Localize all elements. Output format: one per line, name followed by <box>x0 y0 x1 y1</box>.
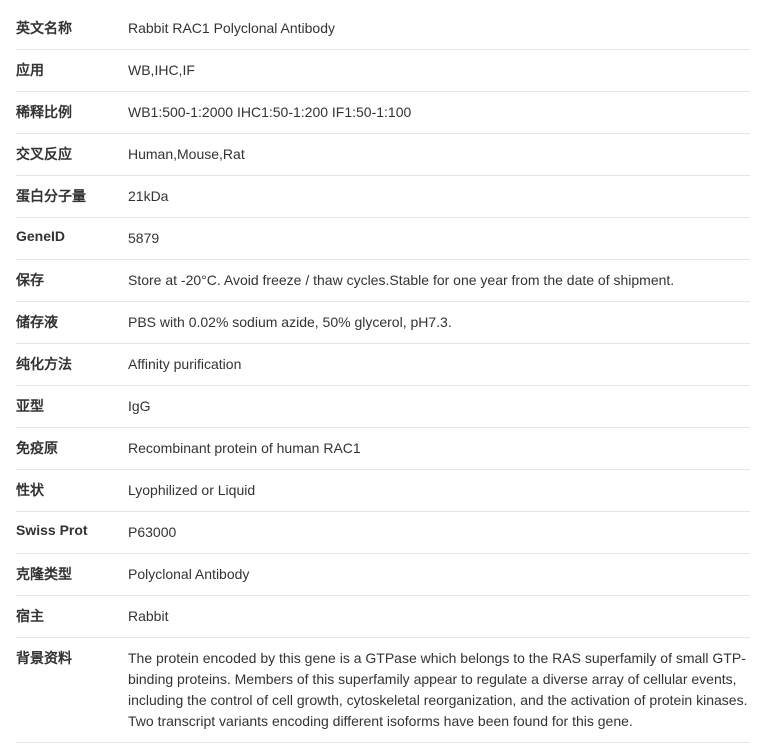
table-row: GeneID 5879 <box>16 218 750 260</box>
row-label: 蛋白分子量 <box>16 186 128 206</box>
row-label: 背景资料 <box>16 648 128 668</box>
row-label: 英文名称 <box>16 18 128 38</box>
row-label: 免疫原 <box>16 438 128 458</box>
row-label: 交叉反应 <box>16 144 128 164</box>
row-value: Human,Mouse,Rat <box>128 144 750 165</box>
row-value: 5879 <box>128 228 750 249</box>
table-row: 英文名称 Rabbit RAC1 Polyclonal Antibody <box>16 8 750 50</box>
row-value: WB,IHC,IF <box>128 60 750 81</box>
row-value: Rabbit <box>128 606 750 627</box>
table-row: 性状 Lyophilized or Liquid <box>16 470 750 512</box>
row-label: 储存液 <box>16 312 128 332</box>
row-label: GeneID <box>16 228 128 244</box>
table-row: 宿主 Rabbit <box>16 596 750 638</box>
row-label: 宿主 <box>16 606 128 626</box>
table-row: 保存 Store at -20°C. Avoid freeze / thaw c… <box>16 260 750 302</box>
row-label: 亚型 <box>16 396 128 416</box>
table-row: 交叉反应 Human,Mouse,Rat <box>16 134 750 176</box>
table-row: 应用 WB,IHC,IF <box>16 50 750 92</box>
table-row: 克隆类型 Polyclonal Antibody <box>16 554 750 596</box>
row-value: The protein encoded by this gene is a GT… <box>128 648 750 732</box>
spec-table: 英文名称 Rabbit RAC1 Polyclonal Antibody 应用 … <box>16 8 750 743</box>
row-value: Polyclonal Antibody <box>128 564 750 585</box>
row-value: P63000 <box>128 522 750 543</box>
row-value: Affinity purification <box>128 354 750 375</box>
row-label: 纯化方法 <box>16 354 128 374</box>
row-value: IgG <box>128 396 750 417</box>
row-label: 保存 <box>16 270 128 290</box>
row-value: PBS with 0.02% sodium azide, 50% glycero… <box>128 312 750 333</box>
row-label: Swiss Prot <box>16 522 128 538</box>
table-row: 蛋白分子量 21kDa <box>16 176 750 218</box>
row-value: WB1:500-1:2000 IHC1:50-1:200 IF1:50-1:10… <box>128 102 750 123</box>
table-row: 免疫原 Recombinant protein of human RAC1 <box>16 428 750 470</box>
row-value: 21kDa <box>128 186 750 207</box>
row-value: Lyophilized or Liquid <box>128 480 750 501</box>
table-row: 储存液 PBS with 0.02% sodium azide, 50% gly… <box>16 302 750 344</box>
row-value: Rabbit RAC1 Polyclonal Antibody <box>128 18 750 39</box>
row-value: Recombinant protein of human RAC1 <box>128 438 750 459</box>
row-label: 性状 <box>16 480 128 500</box>
row-label: 稀释比例 <box>16 102 128 122</box>
row-value: Store at -20°C. Avoid freeze / thaw cycl… <box>128 270 750 291</box>
table-row: 稀释比例 WB1:500-1:2000 IHC1:50-1:200 IF1:50… <box>16 92 750 134</box>
row-label: 克隆类型 <box>16 564 128 584</box>
row-label: 应用 <box>16 60 128 80</box>
table-row: 亚型 IgG <box>16 386 750 428</box>
table-row: Swiss Prot P63000 <box>16 512 750 554</box>
table-row: 背景资料 The protein encoded by this gene is… <box>16 638 750 743</box>
table-row: 纯化方法 Affinity purification <box>16 344 750 386</box>
